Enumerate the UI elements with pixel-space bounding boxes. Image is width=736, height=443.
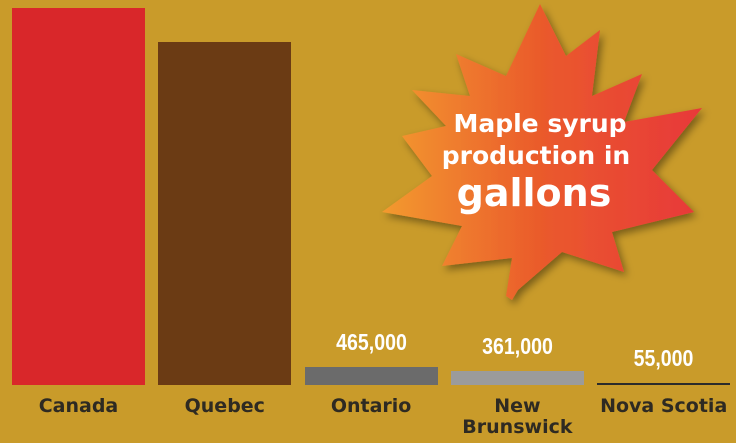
- x-tick-label: Canada: [38, 395, 119, 417]
- x-tick-label: Ontario: [330, 395, 412, 417]
- value-label: 361,000: [482, 333, 553, 360]
- maple-leaf: [382, 4, 702, 300]
- bar: [158, 41, 292, 385]
- value-label: 55,000: [633, 344, 694, 371]
- bar: [450, 371, 584, 385]
- x-tick-label: Quebec: [184, 395, 265, 417]
- bar: [597, 382, 731, 385]
- bar: [12, 8, 145, 385]
- x-tick-label: New Brunswick: [462, 395, 573, 438]
- x-tick-label: Nova Scotia: [600, 395, 728, 417]
- title-line: production in: [442, 141, 630, 170]
- value-label: 465,000: [335, 329, 407, 356]
- title-line: Maple syrup: [453, 109, 626, 138]
- bar: [304, 367, 438, 385]
- title-line: gallons: [457, 171, 612, 215]
